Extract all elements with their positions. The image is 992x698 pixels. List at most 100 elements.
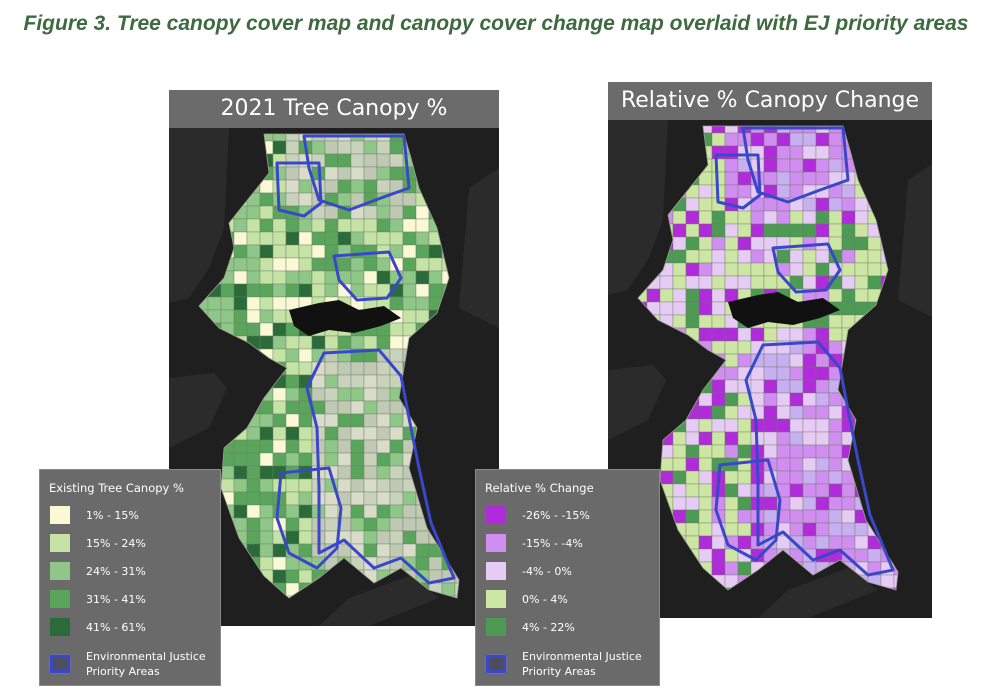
map-cell (802, 223, 817, 238)
map-cell (815, 483, 830, 498)
map-cell (220, 283, 235, 298)
map-cell (685, 496, 700, 511)
map-cell (376, 153, 391, 168)
canopy-change-map[interactable] (608, 120, 932, 618)
map-cell (802, 496, 817, 511)
map-cell (854, 223, 869, 238)
map-cell (685, 223, 700, 238)
map-cell (337, 140, 352, 155)
map-cell (724, 418, 739, 433)
ej-priority-area-outline[interactable] (302, 134, 411, 212)
map-cell (776, 184, 791, 199)
map-cell (311, 231, 326, 246)
map-cell (737, 496, 752, 511)
map-cell (750, 249, 765, 264)
map-cell (789, 171, 804, 186)
map-cell (389, 452, 404, 467)
ej-priority-area-outline[interactable] (771, 242, 842, 294)
map-cell (233, 257, 248, 272)
map-cell (737, 184, 752, 199)
map-cell (789, 249, 804, 264)
map-cell (259, 478, 274, 493)
map-cell (763, 431, 778, 446)
ej-priority-area-outline[interactable] (275, 161, 323, 218)
map-cell (737, 561, 752, 576)
ej-priority-area-outline[interactable] (741, 126, 850, 204)
map-cell (376, 374, 391, 389)
map-cell (285, 270, 300, 285)
ej-priority-area-outline[interactable] (305, 348, 456, 585)
map-cell (698, 262, 713, 277)
map-cell (711, 340, 726, 355)
map-cell (363, 205, 378, 220)
map-cell (363, 543, 378, 558)
figure-title: Figure 3. Tree canopy cover map and cano… (23, 12, 969, 35)
map-cell (828, 132, 843, 147)
legend-item-31-41: 31% - 41% (50, 589, 146, 609)
legend-item-0-4: 0% - 4% (486, 589, 568, 609)
map-cell (324, 374, 339, 389)
map-cell (298, 335, 313, 350)
map-cell (698, 405, 713, 420)
map-cell (789, 379, 804, 394)
legend-label: 41% - 61% (86, 620, 146, 634)
map-cell (659, 470, 674, 485)
map-cell (298, 543, 313, 558)
map-cell (685, 249, 700, 264)
map-cell (763, 132, 778, 147)
map-cell (828, 327, 843, 342)
map-cell (802, 171, 817, 186)
map-cell (867, 262, 882, 277)
tree-canopy-map[interactable] (169, 128, 499, 626)
map-cell (376, 452, 391, 467)
map-cell (867, 275, 882, 290)
map-cell (802, 509, 817, 524)
map-cell (324, 400, 339, 415)
map-cell (246, 244, 261, 259)
map-cell (298, 270, 313, 285)
map-cell (415, 530, 430, 545)
map-cell (233, 322, 248, 337)
map-cell (815, 496, 830, 511)
map-cell (324, 426, 339, 441)
map-cell (376, 400, 391, 415)
map-cell (776, 132, 791, 147)
map-cell (337, 439, 352, 454)
map-cell (737, 171, 752, 186)
map-cell (737, 327, 752, 342)
map-cell (854, 288, 869, 303)
map-cell (685, 262, 700, 277)
map-cell (272, 257, 287, 272)
map-cell (763, 509, 778, 524)
map-cell (363, 244, 378, 259)
ej-priority-area-outline[interactable] (744, 340, 895, 577)
ej-priority-area-outline[interactable] (275, 466, 343, 570)
map-cell (272, 218, 287, 233)
map-cell (711, 236, 726, 251)
map-cell (724, 236, 739, 251)
ej-priority-area-outline[interactable] (332, 250, 403, 302)
lake-union-water (728, 292, 840, 328)
map-cell (272, 244, 287, 259)
map-cell (854, 522, 869, 537)
ej-priority-area-outline[interactable] (714, 153, 762, 210)
map-cell (737, 223, 752, 238)
map-cell (298, 257, 313, 272)
map-cell (802, 158, 817, 173)
map-cell (259, 426, 274, 441)
map-cell (841, 223, 856, 238)
map-cell (311, 335, 326, 350)
map-cell (233, 465, 248, 480)
map-cell (841, 275, 856, 290)
map-cell (698, 522, 713, 537)
map-cell (750, 210, 765, 225)
map-cell (272, 296, 287, 311)
map-cell (763, 366, 778, 381)
map-cell (854, 275, 869, 290)
ej-priority-area-outline[interactable] (714, 458, 782, 562)
map-cell (298, 283, 313, 298)
map-cell (685, 210, 700, 225)
legend-label: 24% - 31% (86, 564, 146, 578)
map-cell (285, 296, 300, 311)
map-cell (802, 483, 817, 498)
